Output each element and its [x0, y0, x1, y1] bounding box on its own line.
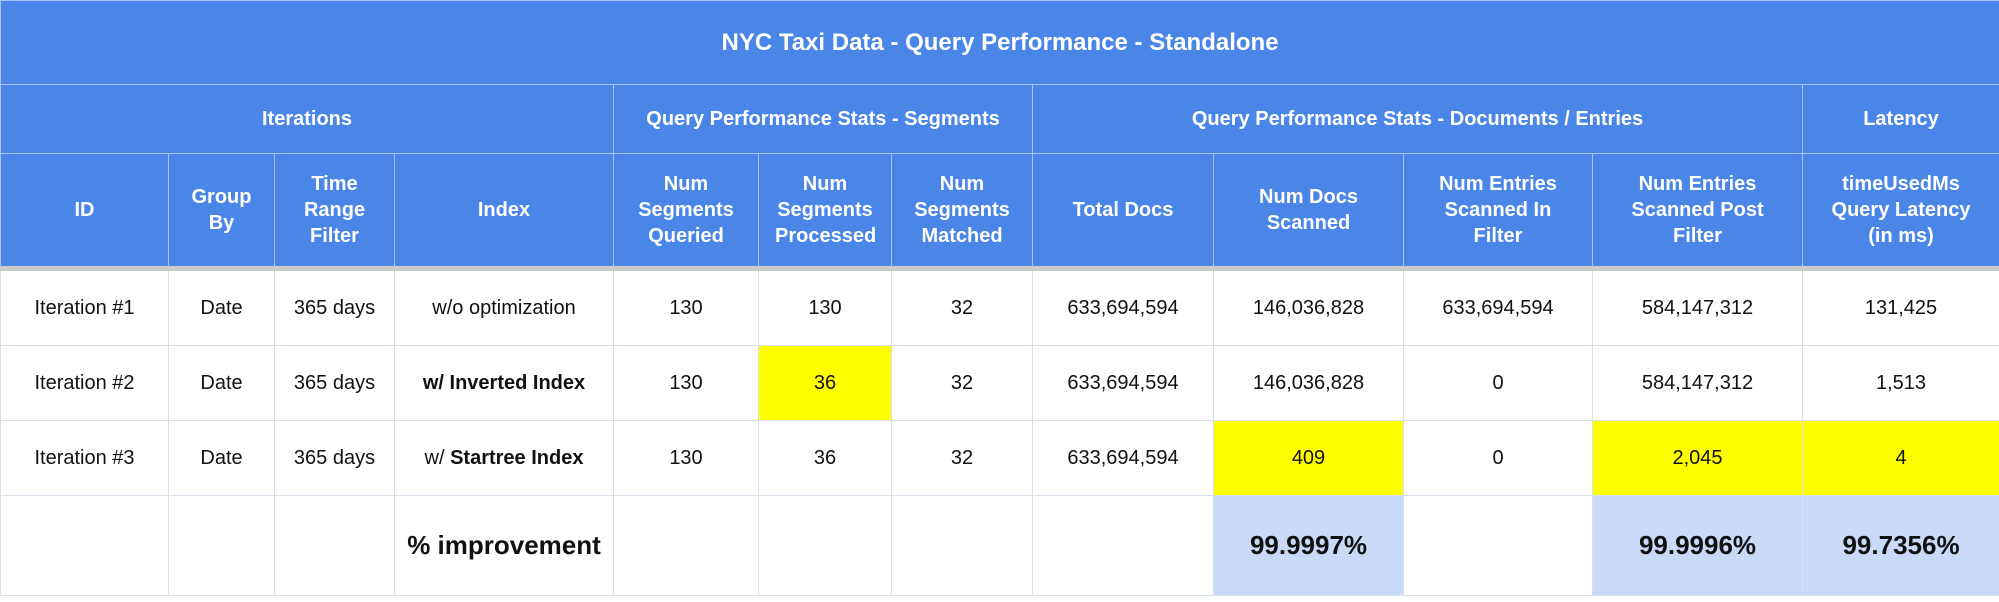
cell-empty — [168, 495, 275, 596]
cell-seg-matched: 32 — [891, 345, 1033, 421]
cell-empty — [1403, 495, 1593, 596]
cell-docs-scanned: 146,036,828 — [1213, 268, 1404, 346]
improvement-entries-post-filter: 99.9996% — [1592, 495, 1803, 596]
cell-index: w/o optimization — [394, 268, 614, 346]
col-header-seg-processed: Num Segments Processed — [758, 153, 892, 271]
cell-entries-post-filter: 584,147,312 — [1592, 268, 1803, 346]
group-segments: Query Performance Stats - Segments — [613, 84, 1033, 154]
cell-time-range: 365 days — [274, 420, 395, 496]
improvement-row: % improvement 99.9997% 99.9996% 99.7356% — [0, 495, 1999, 596]
cell-index-bold: w/ Inverted Index — [422, 371, 586, 394]
cell-entries-post-filter-highlighted: 2,045 — [1592, 420, 1803, 496]
improvement-docs-scanned: 99.9997% — [1213, 495, 1404, 596]
cell-empty — [274, 495, 395, 596]
table-row: Iteration #3 Date 365 days w/ Startree I… — [0, 420, 1999, 496]
col-header-group-by: Group By — [168, 153, 275, 271]
cell-total-docs: 633,694,594 — [1032, 268, 1214, 346]
cell-latency: 131,425 — [1801, 268, 1999, 346]
cell-empty — [613, 495, 759, 596]
cell-latency: 1,513 — [1801, 345, 1999, 421]
cell-entries-in-filter: 633,694,594 — [1403, 268, 1593, 346]
cell-id: Iteration #1 — [0, 268, 169, 346]
group-iterations: Iterations — [0, 84, 614, 154]
col-header-total-docs: Total Docs — [1032, 153, 1214, 271]
col-header-seg-queried: Num Segments Queried — [613, 153, 759, 271]
cell-seg-processed: 130 — [758, 268, 892, 346]
col-header-time-range: Time Range Filter — [274, 153, 395, 271]
cell-seg-queried: 130 — [613, 345, 759, 421]
cell-group-by: Date — [168, 420, 275, 496]
col-header-entries-in-filter: Num Entries Scanned In Filter — [1403, 153, 1593, 271]
col-header-latency: timeUsedMs Query Latency (in ms) — [1801, 153, 1999, 271]
cell-seg-queried: 130 — [613, 268, 759, 346]
table-title: NYC Taxi Data - Query Performance - Stan… — [0, 0, 1999, 85]
col-header-docs-scanned: Num Docs Scanned — [1213, 153, 1404, 271]
cell-index: w/ Startree Index — [394, 420, 614, 496]
column-header-row: ID Group By Time Range Filter Index Num … — [0, 153, 1999, 271]
col-header-seg-queried-text: Num Segments Queried — [638, 173, 734, 247]
cell-group-by: Date — [168, 345, 275, 421]
col-header-id: ID — [0, 153, 169, 271]
cell-seg-processed: 36 — [758, 420, 892, 496]
group-latency: Latency — [1801, 84, 1999, 154]
col-header-entries-post-filter: Num Entries Scanned Post Filter — [1592, 153, 1803, 271]
cell-total-docs: 633,694,594 — [1032, 345, 1214, 421]
cell-id: Iteration #2 — [0, 345, 169, 421]
cell-latency-highlighted: 4 — [1801, 420, 1999, 496]
col-header-index: Index — [394, 153, 614, 271]
col-header-seg-processed-text: Num Segments Processed — [775, 173, 877, 247]
cell-seg-queried: 130 — [613, 420, 759, 496]
col-header-seg-matched-text: Num Segments Matched — [914, 173, 1010, 247]
cell-index: w/ Inverted Index — [394, 345, 614, 421]
improvement-label: % improvement — [394, 495, 614, 596]
group-documents: Query Performance Stats - Documents / En… — [1032, 84, 1803, 154]
cell-time-range: 365 days — [274, 268, 395, 346]
col-header-docs-scanned-text: Num Docs Scanned — [1259, 186, 1358, 234]
cell-index-bold: Startree Index — [450, 446, 584, 469]
group-header-row: Iterations Query Performance Stats - Seg… — [0, 84, 1999, 154]
cell-docs-scanned: 146,036,828 — [1213, 345, 1404, 421]
cell-seg-processed-highlighted: 36 — [758, 345, 892, 421]
table-row: Iteration #1 Date 365 days w/o optimizat… — [0, 268, 1999, 346]
cell-empty — [1032, 495, 1214, 596]
cell-empty — [0, 495, 169, 596]
col-header-seg-matched: Num Segments Matched — [891, 153, 1033, 271]
cell-group-by: Date — [168, 268, 275, 346]
cell-entries-in-filter: 0 — [1403, 420, 1593, 496]
cell-seg-matched: 32 — [891, 268, 1033, 346]
cell-index-prefix: w/ — [424, 446, 451, 469]
cell-index-prefix: w/o optimization — [432, 296, 576, 319]
cell-entries-in-filter: 0 — [1403, 345, 1593, 421]
col-header-time-range-text: Time Range Filter — [303, 173, 366, 247]
cell-seg-matched: 32 — [891, 420, 1033, 496]
cell-docs-scanned-highlighted: 409 — [1213, 420, 1404, 496]
cell-total-docs: 633,694,594 — [1032, 420, 1214, 496]
col-header-group-by-text: Group By — [191, 186, 252, 234]
table-row: Iteration #2 Date 365 days w/ Inverted I… — [0, 345, 1999, 421]
col-header-entries-in-filter-text: Num Entries Scanned In Filter — [1439, 173, 1557, 247]
improvement-latency: 99.7356% — [1801, 495, 1999, 596]
col-header-latency-text: timeUsedMs Query Latency (in ms) — [1831, 173, 1971, 247]
cell-time-range: 365 days — [274, 345, 395, 421]
title-row: NYC Taxi Data - Query Performance - Stan… — [0, 0, 1999, 85]
cell-entries-post-filter: 584,147,312 — [1592, 345, 1803, 421]
col-header-entries-post-filter-text: Num Entries Scanned Post Filter — [1631, 173, 1764, 247]
cell-empty — [758, 495, 892, 596]
cell-id: Iteration #3 — [0, 420, 169, 496]
cell-empty — [891, 495, 1033, 596]
